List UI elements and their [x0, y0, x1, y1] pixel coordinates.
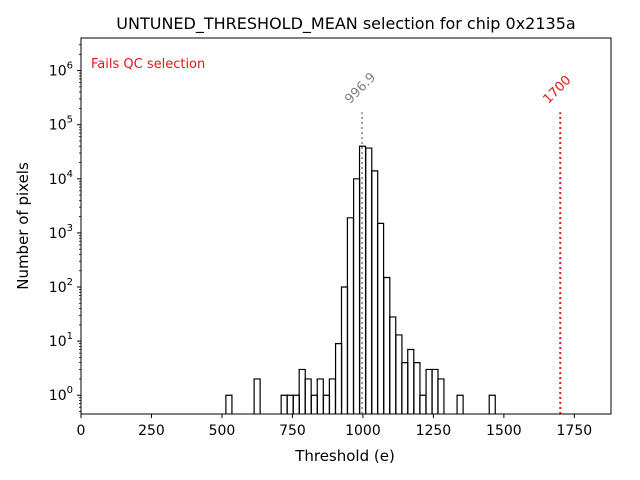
x-tick-label: 750 — [279, 423, 306, 439]
histogram-bin — [413, 362, 421, 414]
x-tick-label: 1250 — [416, 423, 452, 439]
y-tick-label: 104 — [49, 169, 73, 188]
histogram-bin — [225, 394, 233, 414]
y-tick-base: 10 — [49, 226, 67, 242]
y-tick-base: 10 — [49, 334, 67, 350]
y-tick-exponent: 1 — [67, 331, 73, 342]
y-axis-label: Number of pixels — [14, 162, 32, 290]
x-tick-label: 1500 — [486, 423, 522, 439]
y-tick-base: 10 — [49, 118, 67, 134]
x-axis-label: Threshold (e) — [294, 447, 395, 465]
x-tick-label: 250 — [138, 423, 165, 439]
x-tick-label: 0 — [77, 423, 86, 439]
x-tick-label: 1750 — [557, 423, 593, 439]
histogram-bin — [456, 394, 464, 414]
y-tick-label: 102 — [49, 277, 73, 296]
y-tick-exponent: 6 — [67, 61, 73, 72]
y-tick-label: 103 — [49, 223, 73, 242]
y-tick-exponent: 3 — [67, 223, 73, 234]
y-tick-exponent: 0 — [67, 385, 73, 396]
y-tick-base: 10 — [49, 388, 67, 404]
y-tick-exponent: 2 — [67, 277, 73, 288]
histogram-bin — [488, 394, 496, 414]
plot-area — [225, 145, 496, 414]
y-tick-label: 106 — [49, 61, 73, 80]
plot-frame — [80, 37, 612, 415]
x-axis: 0 250 500 750 1000 1250 1500 1750 — [77, 414, 593, 439]
y-tick-base: 10 — [49, 280, 67, 296]
fails-qc-annotation: Fails QC selection — [91, 57, 205, 72]
y-tick-base: 10 — [49, 64, 67, 80]
y-tick-label: 101 — [49, 331, 73, 350]
y-tick-label: 100 — [49, 385, 73, 404]
y-tick-exponent: 5 — [67, 115, 73, 126]
y-tick-base: 10 — [49, 172, 67, 188]
x-tick-label: 1000 — [345, 423, 381, 439]
histogram-bin — [437, 378, 445, 414]
chart-title: UNTUNED_THRESHOLD_MEAN selection for chi… — [116, 14, 575, 34]
histogram-bin — [253, 378, 261, 414]
x-tick-label: 500 — [209, 423, 236, 439]
y-tick-label: 105 — [49, 115, 73, 134]
y-tick-exponent: 4 — [67, 169, 73, 180]
